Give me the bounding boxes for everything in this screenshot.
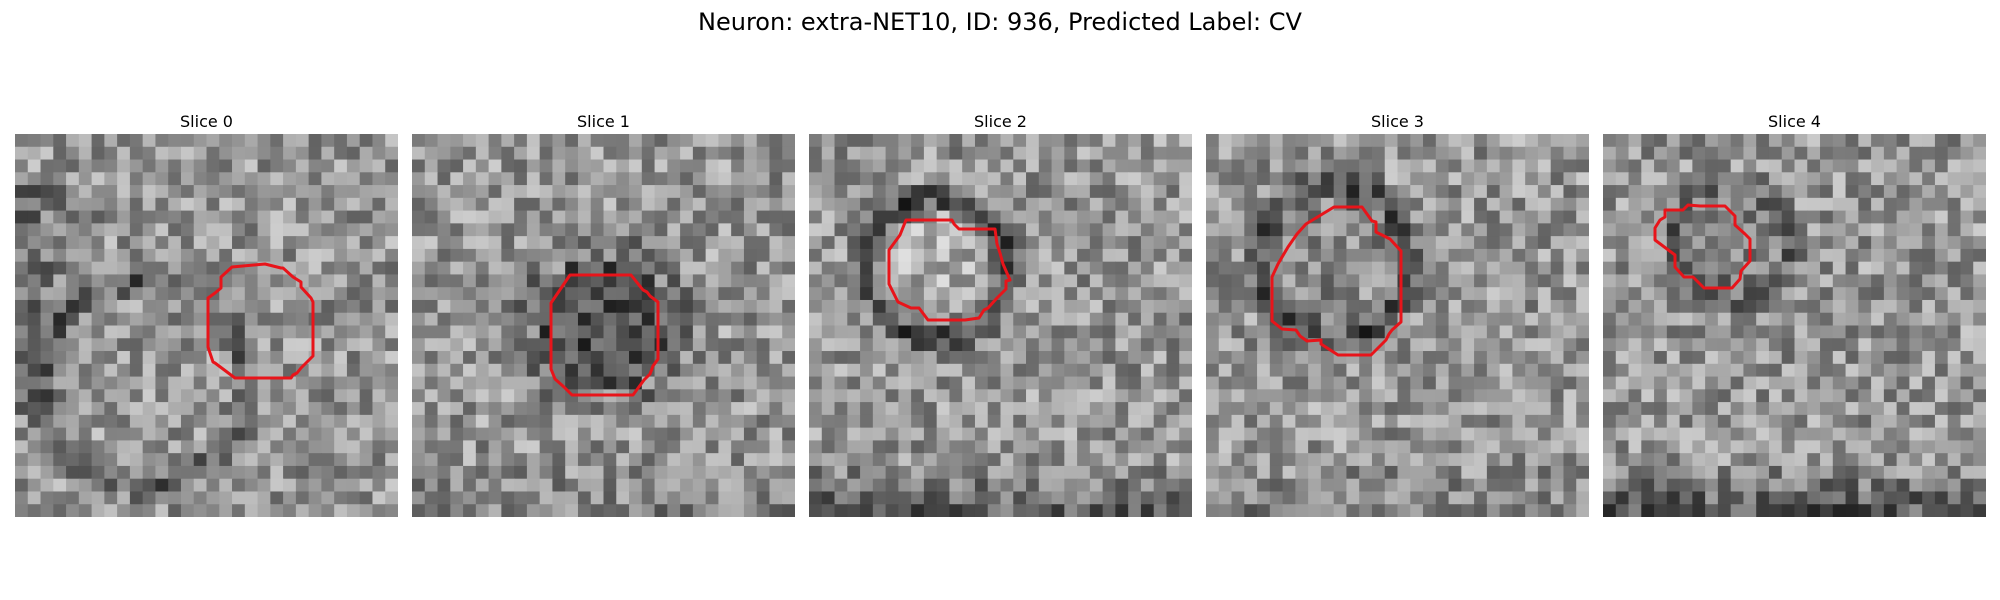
slice-image-2 bbox=[809, 134, 1192, 517]
slice-title-0: Slice 0 bbox=[180, 112, 233, 131]
pixel-grid bbox=[1206, 134, 1589, 517]
slice-panel-0: Slice 0 bbox=[15, 110, 398, 517]
roi-contour bbox=[887, 218, 1012, 322]
pixel-grid bbox=[1603, 134, 1986, 517]
roi-contour bbox=[206, 262, 315, 380]
pixel-grid bbox=[15, 134, 398, 517]
slice-panel-4: Slice 4 bbox=[1603, 110, 1986, 517]
pixel-grid bbox=[809, 134, 1192, 517]
slice-title-3: Slice 3 bbox=[1371, 112, 1424, 131]
slice-title-1: Slice 1 bbox=[577, 112, 630, 131]
figure-title: Neuron: extra-NET10, ID: 936, Predicted … bbox=[698, 8, 1302, 36]
slice-image-3 bbox=[1206, 134, 1589, 517]
roi-contour bbox=[1270, 205, 1403, 357]
slice-image-0 bbox=[15, 134, 398, 517]
slice-title-2: Slice 2 bbox=[974, 112, 1027, 131]
slice-panel-2: Slice 2 bbox=[809, 110, 1192, 517]
slice-panel-1: Slice 1 bbox=[412, 110, 795, 517]
slice-image-4 bbox=[1603, 134, 1986, 517]
slice-image-1 bbox=[412, 134, 795, 517]
roi-contour bbox=[1653, 203, 1752, 290]
slice-title-4: Slice 4 bbox=[1768, 112, 1821, 131]
pixel-grid bbox=[412, 134, 795, 517]
slice-panel-3: Slice 3 bbox=[1206, 110, 1589, 517]
roi-contour bbox=[549, 273, 660, 397]
